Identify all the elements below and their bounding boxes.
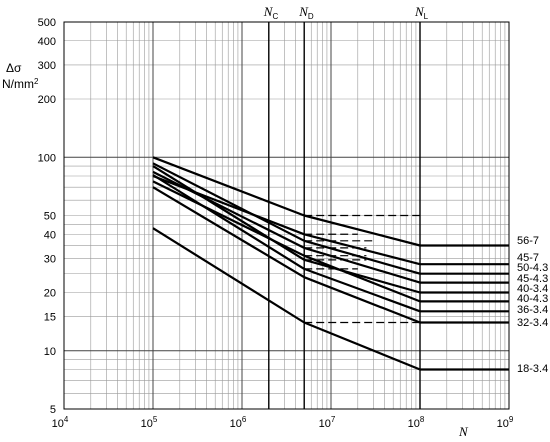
marker-label-base: N [263, 4, 274, 19]
x-tick-labels: 104 105 106 107 108 109 [52, 415, 514, 430]
marker-label-base: N [298, 4, 309, 19]
series-label: 45-4.3 [517, 273, 548, 285]
y-axis-unit-exponent: 2 [34, 77, 39, 86]
marker-label: NL [414, 4, 429, 21]
y-tick-label: 50 [44, 211, 56, 223]
series-label: 32-3.4 [517, 317, 548, 329]
series-label: 50-4.3 [517, 262, 548, 274]
series-label: 40-3.4 [517, 283, 548, 295]
y-tick-label: 40 [44, 229, 56, 241]
x-tick-base: 10 [408, 418, 420, 430]
series-line [152, 174, 509, 266]
x-tick-label: 107 [319, 415, 336, 430]
y-tick-label: 20 [44, 288, 56, 300]
series-line [152, 165, 509, 294]
y-tick-label: 15 [44, 312, 56, 324]
series-line [152, 180, 509, 303]
x-tick-exponent: 7 [331, 415, 336, 424]
x-tick-base: 10 [497, 418, 509, 430]
series-lines [152, 156, 509, 371]
series-label: 40-4.3 [517, 293, 548, 305]
y-tick-label: 500 [38, 17, 56, 29]
marker-label: ND [298, 4, 314, 21]
x-tick-label: 105 [141, 415, 158, 430]
x-tick-base: 10 [230, 418, 242, 430]
series-labels: 56-7 45-750-4.345-4.340-3.440-4.336-3.432… [517, 235, 548, 375]
y-axis-label-unit: N/mm2 [2, 77, 39, 91]
marker-label: NC [263, 4, 279, 21]
y-axis-label-symbol: Δσ [6, 61, 22, 75]
series-line [152, 174, 509, 313]
series-line [152, 227, 509, 371]
y-tick-label: 400 [38, 36, 56, 48]
x-tick-label: 108 [408, 415, 425, 430]
x-tick-exponent: 4 [64, 415, 69, 424]
series-line [152, 162, 509, 275]
series-line [152, 156, 509, 247]
y-tick-label: 30 [44, 253, 56, 265]
x-tick-label: 106 [230, 415, 247, 430]
x-tick-base: 10 [141, 418, 153, 430]
x-tick-base: 10 [52, 418, 64, 430]
x-tick-exponent: 8 [420, 415, 425, 424]
dashed-extensions [304, 214, 420, 324]
series-label: 18-3.4 [517, 363, 548, 375]
x-tick-base: 10 [319, 418, 331, 430]
series-line [152, 170, 509, 284]
y-tick-label: 5 [50, 404, 56, 416]
y-tick-label: 200 [38, 94, 56, 106]
series-label: 45-7 [517, 252, 539, 264]
plot-frame [63, 21, 510, 410]
marker-label-sub: D [308, 12, 314, 21]
marker-label-sub: C [272, 12, 278, 21]
y-tick-label: 300 [38, 60, 56, 72]
x-tick-label: 104 [52, 415, 69, 430]
series-label: 36-3.4 [517, 304, 548, 316]
y-tick-label: 10 [44, 346, 56, 358]
series-label: 56-7 [517, 235, 539, 247]
y-tick-labels: 5 10 15 20 30 40 50 100 200 300 400 500 [38, 17, 56, 416]
x-tick-exponent: 9 [509, 415, 514, 424]
x-tick-exponent: 5 [153, 415, 158, 424]
marker-label-base: N [414, 4, 425, 19]
y-axis-unit-text: N/mm [2, 77, 34, 91]
series-line [152, 186, 509, 324]
x-tick-exponent: 6 [242, 415, 247, 424]
marker-label-sub: L [424, 12, 429, 21]
marker-labels: NC ND NL [263, 4, 429, 21]
x-axis-label: N [458, 424, 469, 439]
y-tick-label: 100 [38, 152, 56, 164]
x-tick-label: 109 [497, 415, 514, 430]
